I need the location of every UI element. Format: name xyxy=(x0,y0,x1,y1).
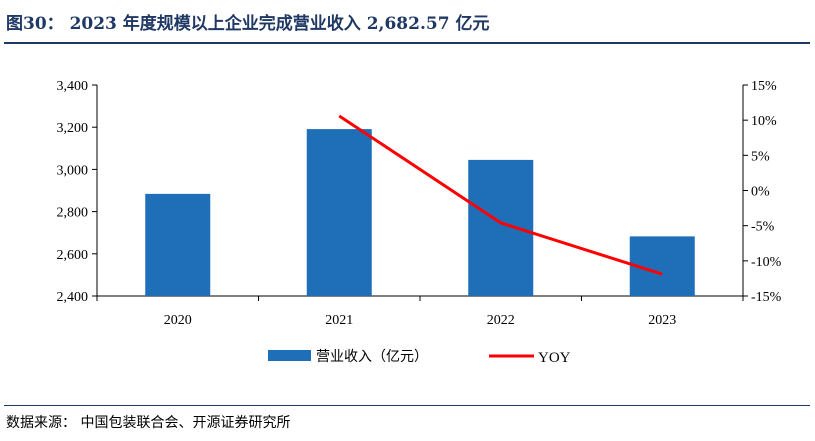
legend-label-revenue: 营业收入（亿元） xyxy=(316,349,428,365)
y-left-tick-label: 3,000 xyxy=(57,163,89,178)
y-left-tick-label: 2,800 xyxy=(57,206,89,221)
y-right-tick-label: -15% xyxy=(751,290,782,305)
y-right-tick-label: 5% xyxy=(751,149,770,164)
title-divider xyxy=(4,42,810,44)
source-note: 数据来源： 中国包装联合会、开源证券研究所 xyxy=(6,415,291,431)
y-right-tick-label: 0% xyxy=(751,185,770,200)
bar-revenue-2020 xyxy=(145,193,211,296)
combo-chart: 2,400 2,600 2,800 3,000 3,200 3,400 -15% -10% -5… xyxy=(57,79,782,366)
legend-label-yoy: YOY xyxy=(538,350,571,366)
y-right-tick-label: -5% xyxy=(751,220,775,235)
y-left-tick-label: 2,400 xyxy=(57,290,89,305)
y-left-tick-label: 3,400 xyxy=(57,79,89,94)
y-left-tick-label: 3,200 xyxy=(57,121,89,136)
x-tick-label: 2023 xyxy=(648,313,676,328)
y-right-tick-label: -10% xyxy=(751,255,782,270)
figure-title: 图30： 2023 年度规模以上企业完成营业收入 2,682.57 亿元 xyxy=(6,14,490,34)
x-tick-label: 2021 xyxy=(325,313,353,328)
source-divider xyxy=(4,405,810,406)
bar-revenue-2022 xyxy=(468,159,534,296)
y-right-tick-label: 10% xyxy=(751,114,777,129)
x-tick-label: 2020 xyxy=(164,313,192,328)
y-right-tick-label: 15% xyxy=(751,79,777,94)
y-left-tick-label: 2,600 xyxy=(57,248,89,263)
legend-swatch-revenue xyxy=(268,350,311,361)
bar-revenue-2021 xyxy=(306,129,372,296)
x-tick-label: 2022 xyxy=(487,313,515,328)
